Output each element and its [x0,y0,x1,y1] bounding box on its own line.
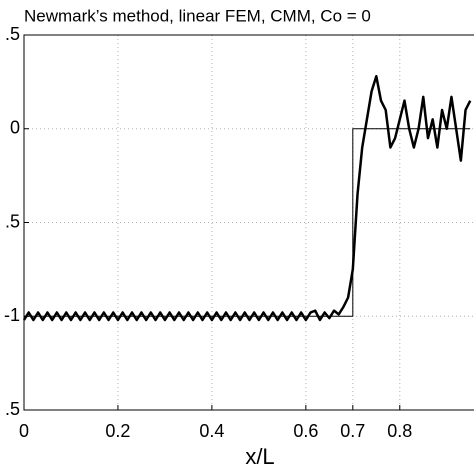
y-tick-label: .5 [5,211,20,231]
y-tick-label: .5 [5,399,20,419]
y-tick-label: .5 [5,24,20,44]
x-tick-label: 0 [19,421,29,441]
x-tick-label: 0.8 [387,421,412,441]
x-tick-label: 0.2 [105,421,130,441]
chart-title: Newmark’s method, linear FEM, CMM, Co = … [24,6,371,25]
axes-frame [23,34,474,411]
x-tick-label: 0.4 [199,421,224,441]
y-tick-label: 0 [10,118,20,138]
line [22,75,472,322]
x-tick-label: 0.7 [340,421,365,441]
x-axis-label: x/L [245,444,274,469]
y-tick-label: -1 [4,305,20,325]
line [24,128,471,317]
x-tick-label: 0.6 [293,421,318,441]
